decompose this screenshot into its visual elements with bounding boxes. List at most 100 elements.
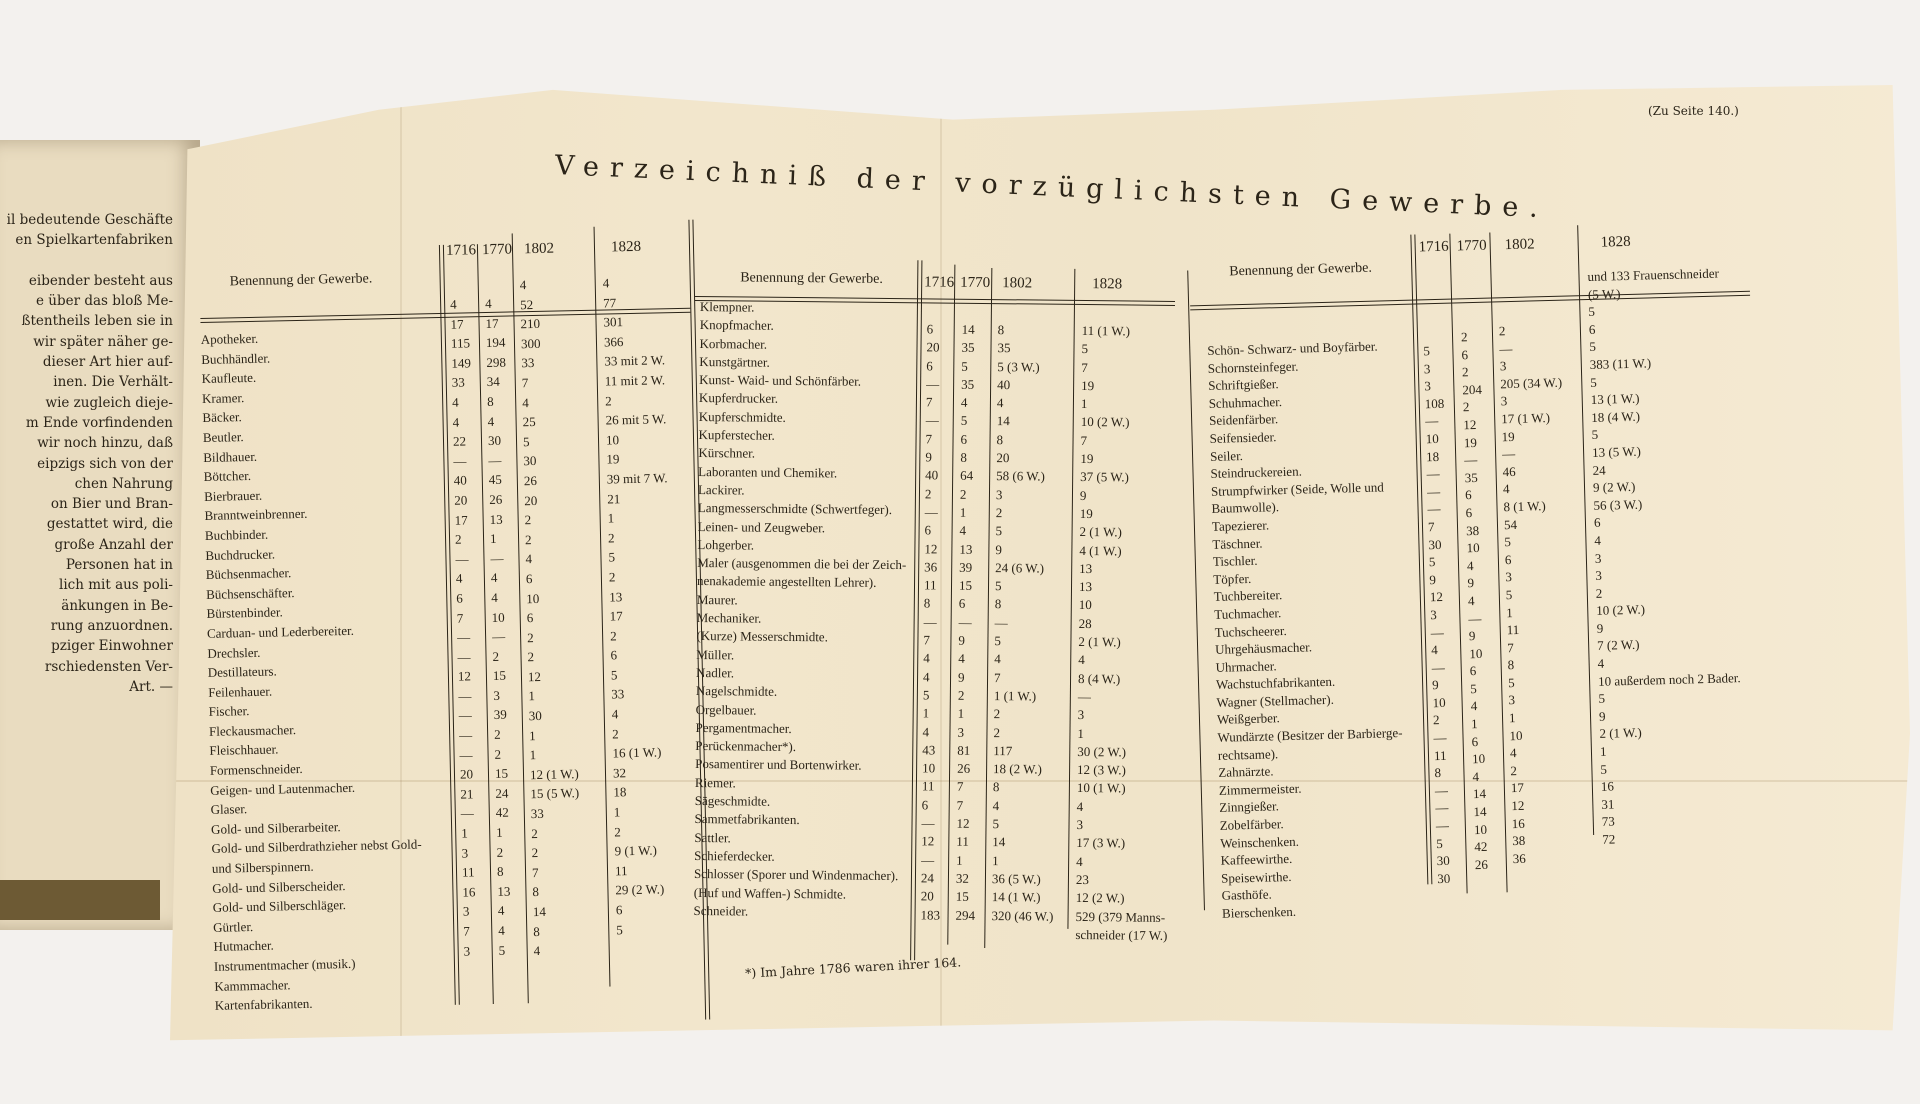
- count-cell: 1: [613, 804, 621, 820]
- left-page-line: große Anzahl der: [54, 536, 173, 553]
- count-cell: 4: [1502, 481, 1510, 497]
- count-cell: 13: [609, 588, 623, 604]
- count-cell: 1: [1470, 716, 1478, 732]
- count-cell: —: [491, 628, 506, 645]
- count-cell: 4 (1 W.): [1079, 542, 1122, 558]
- trade-name: Knopfmacher.: [699, 317, 774, 334]
- count-cell: 4: [922, 668, 930, 685]
- left-page-line: änkungen in Be-: [61, 597, 173, 614]
- count-cell: 301: [603, 314, 624, 330]
- column-header-year: 1802: [1504, 236, 1535, 254]
- count-cell: 4: [498, 922, 505, 938]
- trade-name: Laboranten und Chemiker.: [698, 463, 838, 481]
- count-cell: 13: [1078, 579, 1093, 595]
- count-cell: 40: [453, 472, 467, 489]
- count-cell: —: [923, 614, 937, 630]
- count-cell: —: [921, 815, 935, 831]
- left-page-line: [0, 251, 173, 271]
- count-cell: 12: [1463, 416, 1477, 433]
- count-cell: 320 (46 W.): [991, 907, 1054, 924]
- count-cell: —: [459, 747, 473, 763]
- count-cell: 205 (34 W.): [1500, 374, 1563, 392]
- count-cell: 42: [1474, 839, 1488, 855]
- count-cell: 7: [993, 669, 1001, 685]
- count-cell: 7: [456, 610, 464, 626]
- left-page-line: rschiedensten Ver-: [44, 658, 173, 675]
- count-cell: 1: [957, 705, 965, 722]
- count-cell: 2: [607, 530, 615, 546]
- count-cell: 15 (5 W.): [530, 785, 580, 802]
- count-cell: 10: [1432, 694, 1446, 711]
- count-cell: 5: [616, 921, 623, 938]
- count-cell: 4: [1470, 698, 1478, 714]
- count-cell: 33: [521, 355, 535, 371]
- count-cell: 8: [997, 322, 1005, 338]
- count-cell: 21: [607, 490, 621, 507]
- count-cell: 2: [1460, 329, 1468, 345]
- count-cell: 5: [992, 816, 1000, 832]
- count-cell: —: [1431, 659, 1445, 675]
- count-cell: 7: [925, 394, 933, 410]
- count-cell: 34: [486, 374, 500, 390]
- count-cell: 14: [961, 321, 975, 337]
- count-cell: 117: [993, 742, 1013, 759]
- count-cell: 1: [959, 504, 967, 520]
- count-cell: 7: [1081, 359, 1088, 375]
- count-cell: 6: [1469, 663, 1477, 679]
- count-cell: 16 (1 W.): [612, 744, 662, 761]
- count-cell: 36 (5 W.): [991, 870, 1041, 887]
- count-cell: 12 (2 W.): [1075, 890, 1125, 906]
- column-header-year: 1716: [445, 242, 477, 259]
- count-cell: 40: [925, 467, 939, 483]
- count-cell: 33: [611, 686, 625, 702]
- count-cell: 8: [532, 884, 540, 900]
- count-cell: 6: [525, 571, 533, 587]
- count-cell: 3: [461, 845, 469, 861]
- count-cell: 19: [1463, 434, 1478, 450]
- count-cell: 4: [1466, 557, 1474, 573]
- trade-name: Kunstgärtner.: [699, 353, 770, 370]
- count-cell: 10: [1473, 821, 1488, 837]
- count-cell: 14: [1473, 803, 1487, 820]
- count-cell: 18 (2 W.): [993, 761, 1042, 777]
- count-cell: 210: [520, 316, 541, 332]
- count-cell: 2: [957, 687, 965, 703]
- count-cell: 14: [992, 834, 1006, 850]
- trade-name: Schieferdecker.: [694, 847, 775, 864]
- count-cell: —: [921, 851, 935, 868]
- trade-name: Perückenmacher*).: [695, 738, 797, 755]
- count-cell: 30: [1436, 853, 1450, 869]
- count-cell: 28: [1078, 615, 1092, 631]
- count-cell: 19: [1501, 428, 1515, 444]
- count-cell: 8: [960, 449, 967, 465]
- count-cell: 2: [454, 531, 462, 547]
- left-page-line: eipzigs sich von der: [37, 455, 173, 472]
- count-cell: 4: [491, 589, 498, 605]
- count-cell: 11: [923, 577, 937, 593]
- count-cell: 30: [528, 707, 542, 724]
- count-cell: —: [490, 550, 504, 566]
- column-header-year: 1770: [481, 241, 513, 259]
- trade-name: Orgelbauer.: [695, 701, 757, 718]
- count-cell: 149: [451, 355, 472, 371]
- count-cell: 19: [1079, 505, 1093, 522]
- count-cell: 3: [1423, 360, 1431, 376]
- count-cell: schneider (17 W.): [1075, 926, 1168, 943]
- trade-name: Nadler.: [696, 664, 735, 681]
- count-cell: 20: [996, 450, 1010, 466]
- count-cell: 13: [959, 541, 973, 557]
- count-cell: 2 (1 W.): [1078, 634, 1121, 650]
- left-page-line: wir später näher ge-: [33, 333, 173, 350]
- count-cell: 7: [1080, 432, 1088, 448]
- count-cell: 4: [922, 723, 930, 739]
- left-page-line: dieser Art hier auf-: [42, 354, 173, 371]
- column-header-year: 1802: [1002, 275, 1033, 292]
- count-cell: 35: [997, 340, 1011, 356]
- count-cell: —: [1426, 466, 1440, 482]
- count-cell: 3: [957, 724, 965, 740]
- count-cell: —: [1433, 729, 1447, 746]
- count-cell: 6: [1465, 487, 1472, 503]
- count-cell: 36: [1512, 850, 1526, 866]
- trade-name: Schneider.: [693, 902, 749, 919]
- count-cell: 26: [957, 760, 971, 776]
